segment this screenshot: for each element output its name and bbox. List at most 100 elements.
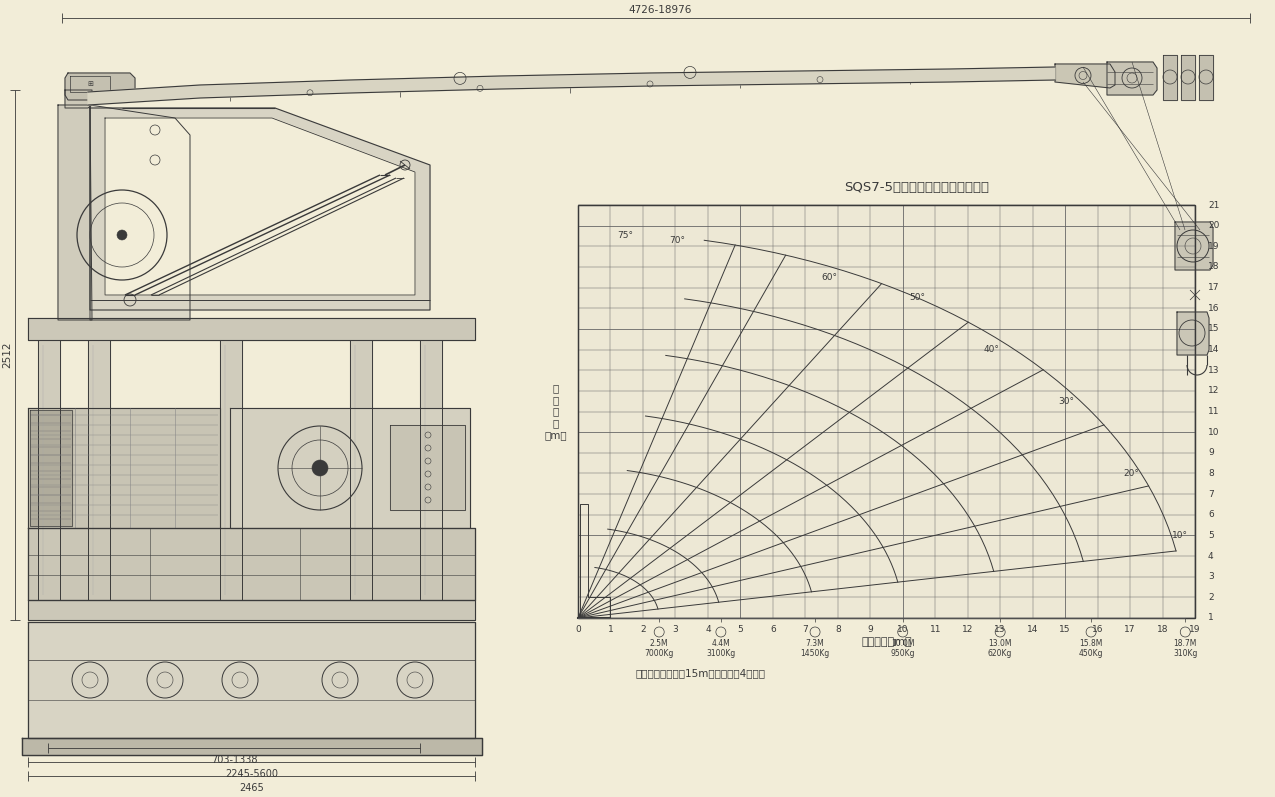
Polygon shape xyxy=(88,340,110,600)
Text: 60°: 60° xyxy=(821,273,838,282)
Text: 620Kg: 620Kg xyxy=(988,649,1012,658)
Polygon shape xyxy=(22,738,482,755)
Text: 20°: 20° xyxy=(1123,469,1140,478)
Text: 13: 13 xyxy=(1207,366,1219,375)
Text: 7: 7 xyxy=(1207,489,1214,499)
Text: 2512: 2512 xyxy=(3,342,11,368)
Text: 2465: 2465 xyxy=(240,783,264,793)
Text: 2: 2 xyxy=(1207,593,1214,602)
Polygon shape xyxy=(38,340,60,600)
Polygon shape xyxy=(1181,55,1195,100)
Text: 12: 12 xyxy=(963,625,973,634)
Polygon shape xyxy=(31,410,71,526)
Polygon shape xyxy=(351,340,372,600)
Text: 50°: 50° xyxy=(909,293,926,302)
Polygon shape xyxy=(91,108,430,310)
Text: 3: 3 xyxy=(1207,572,1214,581)
Text: 12: 12 xyxy=(1207,387,1219,395)
Text: 4.4M: 4.4M xyxy=(711,639,731,649)
Text: 703-1338: 703-1338 xyxy=(210,755,258,765)
Text: 15: 15 xyxy=(1060,625,1071,634)
Text: 15.8M: 15.8M xyxy=(1080,639,1103,649)
Text: 70°: 70° xyxy=(669,236,685,245)
Text: 11: 11 xyxy=(1207,407,1219,416)
Text: 75°: 75° xyxy=(617,231,632,241)
Text: 0: 0 xyxy=(575,625,581,634)
Text: 工作幅度（m）: 工作幅度（m） xyxy=(861,637,912,647)
Polygon shape xyxy=(28,600,476,620)
Text: 14: 14 xyxy=(1207,345,1219,354)
Polygon shape xyxy=(57,105,92,320)
Polygon shape xyxy=(1054,64,1116,88)
Text: 16: 16 xyxy=(1091,625,1103,634)
Text: 14: 14 xyxy=(1026,625,1038,634)
Polygon shape xyxy=(28,318,476,340)
Text: 4: 4 xyxy=(705,625,710,634)
Text: 13: 13 xyxy=(994,625,1006,634)
Text: 19: 19 xyxy=(1207,241,1219,251)
Text: 7000Kg: 7000Kg xyxy=(644,649,674,658)
Text: 6: 6 xyxy=(1207,510,1214,520)
Text: 2: 2 xyxy=(640,625,645,634)
Polygon shape xyxy=(28,622,476,738)
Text: 18: 18 xyxy=(1156,625,1168,634)
Polygon shape xyxy=(419,340,442,600)
Text: 950Kg: 950Kg xyxy=(890,649,915,658)
Polygon shape xyxy=(221,340,242,600)
Text: 310Kg: 310Kg xyxy=(1173,649,1197,658)
Polygon shape xyxy=(1107,62,1156,95)
Polygon shape xyxy=(65,90,92,108)
Text: 17: 17 xyxy=(1125,625,1136,634)
Text: 2245-5600: 2245-5600 xyxy=(226,769,278,779)
Polygon shape xyxy=(1198,55,1213,100)
Text: 4726-18976: 4726-18976 xyxy=(629,5,691,15)
Text: 11: 11 xyxy=(929,625,941,634)
Text: 18.7M: 18.7M xyxy=(1173,639,1197,649)
Text: 3100Kg: 3100Kg xyxy=(706,649,736,658)
Circle shape xyxy=(312,460,328,476)
Polygon shape xyxy=(28,408,221,528)
Text: SQS7-5随车起重机额定起升曲线表: SQS7-5随车起重机额定起升曲线表 xyxy=(844,180,989,194)
Text: 1: 1 xyxy=(608,625,613,634)
Text: 15: 15 xyxy=(1207,324,1219,333)
Text: 工
作
高
度
（m）: 工 作 高 度 （m） xyxy=(544,383,567,440)
Text: 10°: 10° xyxy=(1172,531,1188,540)
Text: 3: 3 xyxy=(672,625,678,634)
Text: 450Kg: 450Kg xyxy=(1079,649,1103,658)
Bar xyxy=(578,205,1195,618)
Text: 5: 5 xyxy=(1207,531,1214,540)
Text: 10: 10 xyxy=(1207,428,1219,437)
Text: 6: 6 xyxy=(770,625,775,634)
Polygon shape xyxy=(105,118,414,295)
Text: 30°: 30° xyxy=(1058,397,1075,406)
Text: 7: 7 xyxy=(802,625,808,634)
Text: ⊞: ⊞ xyxy=(87,81,93,87)
Polygon shape xyxy=(91,105,190,320)
Text: 13.0M: 13.0M xyxy=(988,639,1012,649)
Text: 1: 1 xyxy=(1207,614,1214,622)
Text: 8: 8 xyxy=(835,625,840,634)
Text: 1450Kg: 1450Kg xyxy=(801,649,830,658)
Text: 9: 9 xyxy=(1207,448,1214,457)
Polygon shape xyxy=(1176,222,1213,270)
Polygon shape xyxy=(390,425,465,510)
Text: 18: 18 xyxy=(1207,262,1219,272)
Text: 10.0M: 10.0M xyxy=(891,639,914,649)
Circle shape xyxy=(117,230,128,240)
Text: 5: 5 xyxy=(737,625,743,634)
Polygon shape xyxy=(1163,55,1177,100)
Polygon shape xyxy=(230,408,470,528)
Polygon shape xyxy=(28,528,476,600)
Text: 8: 8 xyxy=(1207,469,1214,478)
Text: 4: 4 xyxy=(1207,552,1214,560)
Polygon shape xyxy=(65,73,135,100)
Text: 9: 9 xyxy=(867,625,873,634)
Polygon shape xyxy=(1177,312,1209,355)
Polygon shape xyxy=(88,67,1054,105)
Text: 16: 16 xyxy=(1207,304,1219,312)
Text: 注：起升高度超过15m时，请更换4倍率！: 注：起升高度超过15m时，请更换4倍率！ xyxy=(635,668,765,678)
Text: 19: 19 xyxy=(1190,625,1201,634)
Text: 20: 20 xyxy=(1207,221,1219,230)
Text: 17: 17 xyxy=(1207,283,1219,292)
Text: 40°: 40° xyxy=(984,345,1000,354)
